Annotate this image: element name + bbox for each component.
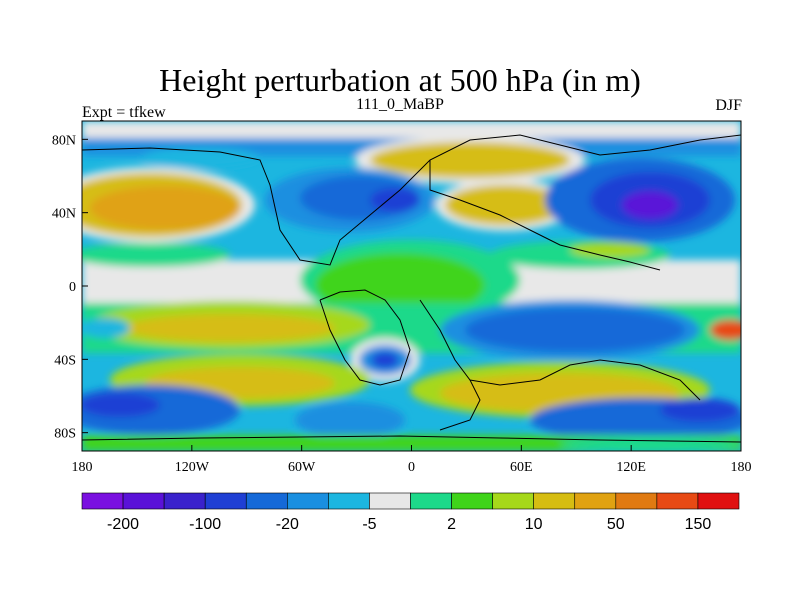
y-axis: 80N 40N 0 40S 80S (52, 133, 88, 442)
x-axis: 180 120W 60W 0 60E 120E 180 (72, 445, 752, 475)
y-tick-label: 80N (52, 133, 76, 148)
colorbar-swatch (287, 492, 329, 510)
colorbar-swatch (574, 492, 617, 510)
colorbar-swatch (122, 492, 165, 510)
x-tick-label: 180 (72, 460, 93, 475)
y-tick-label: 40S (54, 353, 76, 368)
colorbar-swatch (697, 492, 740, 510)
x-tick-label: 120W (175, 460, 210, 475)
colorbar-swatch (328, 492, 370, 510)
x-tick-label: 60E (510, 460, 533, 475)
colorbar-swatch (163, 492, 206, 510)
colorbar-label: -5 (362, 516, 376, 533)
colorbar (81, 492, 740, 510)
x-tick-label: 180 (731, 460, 752, 475)
coastline-outlines (82, 134, 741, 443)
x-tick-label: 0 (408, 460, 415, 475)
x-tick-label: 60W (288, 460, 316, 475)
colorbar-label: 150 (685, 516, 712, 533)
colorbar-swatch (615, 492, 658, 510)
colorbar-label: -100 (189, 516, 221, 533)
colorbar-label: 2 (447, 516, 456, 533)
y-tick-label: 80S (54, 427, 76, 442)
colorbar-swatch (245, 492, 288, 510)
chart-title: Height perturbation at 500 hPa (in m) (159, 62, 641, 98)
colorbar-labels: -200 -100 -20 -5 2 10 50 150 (107, 516, 711, 533)
colorbar-swatch (410, 492, 452, 510)
colorbar-label: 50 (607, 516, 625, 533)
colorbar-swatch (656, 492, 699, 510)
colorbar-swatch (492, 492, 534, 510)
colorbar-swatch (81, 492, 124, 510)
experiment-label: Expt = tfkew (82, 104, 166, 121)
colorbar-swatch (204, 492, 247, 510)
season-label: DJF (715, 97, 742, 114)
colorbar-label: 10 (525, 516, 543, 533)
colorbar-swatch (369, 492, 411, 510)
height-field (82, 121, 741, 451)
y-tick-label: 40N (52, 207, 76, 222)
colorbar-swatch (451, 492, 493, 510)
colorbar-label: -20 (276, 516, 299, 533)
y-tick-label: 0 (69, 280, 76, 295)
colorbar-swatch (533, 492, 576, 510)
chart-subtitle: 111_0_MaBP (356, 96, 444, 113)
x-tick-label: 120E (616, 460, 646, 475)
colorbar-label: -200 (107, 516, 139, 533)
